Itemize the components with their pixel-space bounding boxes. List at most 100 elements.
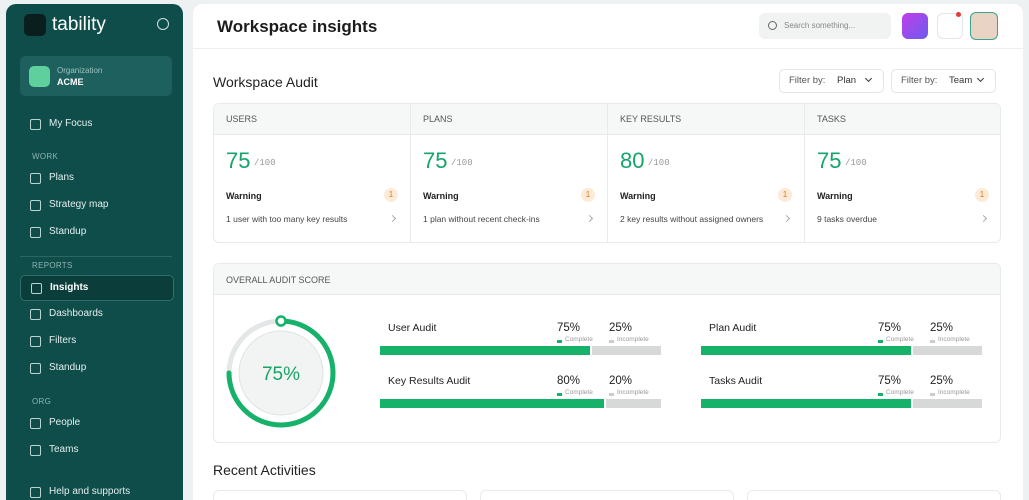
bar-complete bbox=[701, 346, 911, 355]
audit-card: USERS 75/100 Warning 1 1 user with too many … bbox=[214, 104, 411, 242]
audit-card: KEY RESULTS 80/100 Warning 1 2 key results w… bbox=[608, 104, 805, 242]
status: Warning bbox=[817, 191, 853, 201]
card-header bbox=[411, 104, 607, 135]
audit-name: Tasks Audit bbox=[709, 375, 763, 387]
incomplete-value: 25% bbox=[609, 322, 633, 334]
page-title: Workspace insights bbox=[217, 17, 378, 36]
notification-dot bbox=[956, 12, 961, 17]
gauge-arc bbox=[226, 318, 336, 428]
bar-incomplete bbox=[591, 346, 661, 355]
search-placeholder: Search something... bbox=[784, 21, 856, 30]
org-icon bbox=[29, 66, 50, 87]
incomplete-value: 25% bbox=[930, 322, 954, 334]
nav-label: People bbox=[49, 417, 81, 428]
card-score: 75 bbox=[226, 148, 251, 173]
nav-heading: REPORTS bbox=[32, 261, 73, 270]
legend-incomplete: Incomplete bbox=[617, 336, 649, 343]
org-switcher[interactable]: Organization ACME bbox=[20, 56, 172, 96]
legend-incomplete: Incomplete bbox=[938, 389, 970, 396]
complete-value: 75% bbox=[878, 322, 902, 334]
avatar[interactable] bbox=[970, 12, 998, 40]
nav-label: Insights bbox=[50, 282, 89, 293]
nav-icon bbox=[30, 363, 41, 374]
status: Warning bbox=[620, 191, 656, 201]
card-title: KEY RESULTS bbox=[620, 114, 682, 124]
incomplete-value: 25% bbox=[930, 375, 954, 387]
nav-item[interactable]: Strategy map bbox=[20, 193, 172, 217]
bar-complete bbox=[380, 399, 604, 408]
nav-icon bbox=[31, 283, 42, 294]
legend-swatch bbox=[930, 340, 935, 343]
filter-label: Filter by: bbox=[789, 75, 826, 86]
gauge-face bbox=[238, 330, 324, 416]
audit-card: PLANS 75/100 Warning 1 1 plan without recent… bbox=[411, 104, 608, 242]
section-title: Workspace Audit bbox=[213, 74, 318, 90]
panel-title: OVERALL AUDIT SCORE bbox=[226, 275, 331, 285]
card-max: /100 bbox=[254, 158, 276, 168]
nav-icon bbox=[30, 309, 41, 320]
card-title: TASKS bbox=[817, 114, 846, 124]
nav-label: Strategy map bbox=[49, 199, 109, 210]
nav-item[interactable]: Standup bbox=[20, 220, 172, 244]
filter-label: Filter by: bbox=[901, 75, 938, 86]
nav-label: Help and supports bbox=[49, 486, 131, 497]
status: Warning bbox=[423, 191, 459, 201]
org-name: ACME bbox=[57, 77, 84, 87]
legend-complete: Complete bbox=[886, 389, 914, 396]
logo-icon bbox=[24, 14, 46, 36]
gauge-dot bbox=[275, 315, 287, 327]
nav-label: Teams bbox=[49, 444, 79, 455]
legend-swatch bbox=[609, 393, 614, 396]
card-max: /100 bbox=[648, 158, 670, 168]
legend-incomplete: Incomplete bbox=[938, 336, 970, 343]
ai-button[interactable] bbox=[902, 13, 928, 39]
topbar bbox=[193, 4, 1023, 49]
audit-card: TASKS 75/100 Warning 1 9 tasks overdue bbox=[805, 104, 1000, 242]
complete-value: 75% bbox=[878, 375, 902, 387]
org-label: Organization bbox=[57, 66, 103, 75]
activity-card bbox=[213, 490, 467, 500]
nav-item[interactable]: Dashboards bbox=[20, 302, 172, 326]
filter-dropdown[interactable]: Filter by: Plan bbox=[779, 69, 884, 93]
legend-swatch bbox=[557, 340, 562, 343]
audit-cards: USERS 75/100 Warning 1 1 user with too many … bbox=[213, 103, 1001, 243]
count-badge: 1 bbox=[778, 188, 792, 202]
card-header bbox=[214, 104, 410, 135]
card-header bbox=[805, 104, 1000, 135]
complete-value: 80% bbox=[557, 375, 581, 387]
settings-icon[interactable] bbox=[157, 18, 169, 30]
search[interactable]: Search something... bbox=[759, 13, 891, 39]
audit-name: Plan Audit bbox=[709, 322, 757, 334]
nav-icon bbox=[30, 200, 41, 211]
bar-incomplete bbox=[605, 399, 661, 408]
filter-dropdown[interactable]: Filter by: Team bbox=[891, 69, 996, 93]
detail: 1 user with too many key results bbox=[226, 214, 348, 224]
nav-icon bbox=[30, 487, 41, 498]
chevron bbox=[585, 214, 594, 223]
bar-incomplete bbox=[912, 346, 982, 355]
bar-complete bbox=[380, 346, 590, 355]
notifications[interactable] bbox=[937, 12, 963, 39]
status: Warning bbox=[226, 191, 262, 201]
card-title: PLANS bbox=[423, 114, 453, 124]
section-title: Recent Activities bbox=[213, 462, 316, 478]
filter-value: Plan bbox=[837, 75, 857, 86]
nav-label: Dashboards bbox=[49, 308, 103, 319]
nav-item[interactable]: Teams bbox=[20, 438, 172, 462]
nav-icon bbox=[30, 418, 41, 429]
nav-item[interactable]: Help and supports bbox=[20, 480, 172, 500]
panel-header bbox=[214, 264, 1000, 295]
nav-item[interactable]: People bbox=[20, 411, 172, 435]
count-badge: 1 bbox=[975, 188, 989, 202]
nav-item[interactable]: Plans bbox=[20, 166, 172, 190]
brand: tability bbox=[52, 14, 106, 35]
nav-item[interactable]: My Focus bbox=[20, 112, 172, 136]
nav-item[interactable]: Filters bbox=[20, 329, 172, 353]
bar-incomplete bbox=[912, 399, 982, 408]
nav-heading: ORG bbox=[32, 397, 52, 406]
legend-swatch bbox=[930, 393, 935, 396]
nav-item[interactable]: Insights bbox=[20, 275, 174, 301]
nav-item[interactable]: Standup bbox=[20, 356, 172, 380]
nav-icon bbox=[30, 119, 41, 130]
